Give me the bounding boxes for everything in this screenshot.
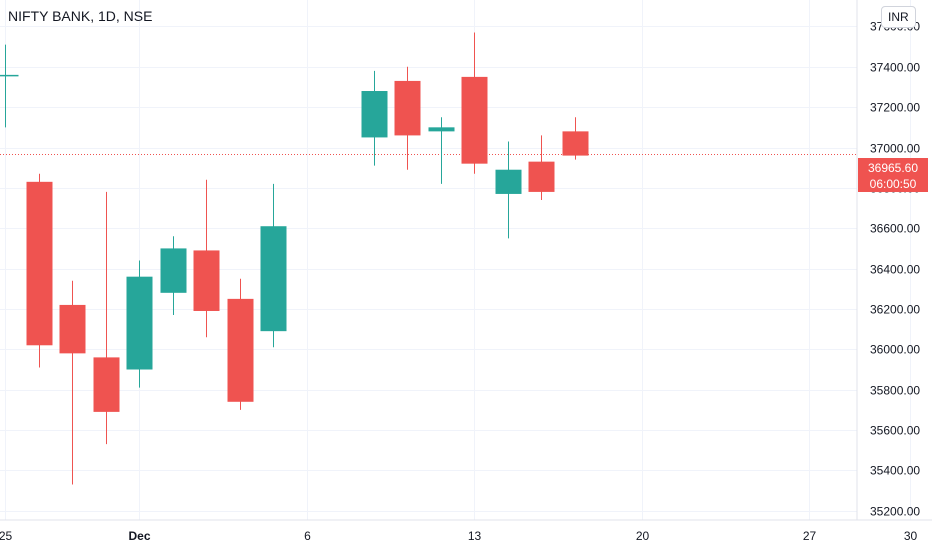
candle-body xyxy=(361,91,388,138)
price-axis-label: 35200.00 xyxy=(870,505,920,519)
candle-body xyxy=(126,276,153,370)
time-axis[interactable]: 25 Dec 6 13 20 27 30 xyxy=(0,529,917,543)
time-axis-label: 6 xyxy=(304,529,311,543)
price-axis[interactable]: 35200.00 35400.00 35600.00 35800.00 36000.00… xyxy=(870,0,920,519)
candle-body xyxy=(0,74,19,77)
candle xyxy=(160,236,187,316)
time-axis-label: Dec xyxy=(128,529,150,543)
candle-body xyxy=(260,226,287,332)
candle xyxy=(361,70,388,166)
candle-body xyxy=(26,181,53,346)
candle-body xyxy=(394,80,421,136)
candle xyxy=(193,179,220,338)
last-price-value: 36965.60 xyxy=(867,161,919,175)
bar-countdown: 06:00:50 xyxy=(869,177,917,191)
price-axis-label: 37000.00 xyxy=(870,142,920,156)
candle-body xyxy=(93,357,120,412)
time-axis-label: 13 xyxy=(468,529,482,543)
candle xyxy=(495,141,522,239)
candle-body xyxy=(59,304,86,354)
candle xyxy=(428,117,455,184)
candle-body xyxy=(193,250,220,311)
candle xyxy=(59,280,86,485)
price-axis-label: 36000.00 xyxy=(870,343,920,357)
time-axis-label: 25 xyxy=(0,529,12,543)
candle xyxy=(26,173,53,368)
candle-body xyxy=(562,131,589,156)
time-axis-label: 20 xyxy=(636,529,650,543)
time-axis-label: 27 xyxy=(803,529,817,543)
price-axis-label: 36200.00 xyxy=(870,303,920,317)
last-price-tag: 36965.60 06:00:50 xyxy=(858,158,928,192)
candle xyxy=(461,32,488,174)
price-axis-label: 35800.00 xyxy=(870,384,920,398)
candle-body xyxy=(528,161,555,192)
candle xyxy=(562,117,589,160)
candle xyxy=(0,44,19,128)
price-axis-label: 35400.00 xyxy=(870,464,920,478)
price-axis-label: 36600.00 xyxy=(870,222,920,236)
candle xyxy=(260,183,287,348)
candle xyxy=(528,135,555,200)
candle xyxy=(126,260,153,388)
price-axis-label: 37200.00 xyxy=(870,101,920,115)
price-axis-label: 37400.00 xyxy=(870,61,920,75)
candle xyxy=(227,278,254,410)
candles xyxy=(0,32,589,485)
candle-body xyxy=(428,127,455,132)
candle-body xyxy=(160,248,187,293)
candle xyxy=(394,66,421,170)
candle xyxy=(93,191,120,445)
currency-button[interactable]: INR xyxy=(881,6,916,28)
price-axis-label: 36400.00 xyxy=(870,263,920,277)
grid xyxy=(0,0,911,520)
candle-body xyxy=(461,76,488,164)
candle-body xyxy=(227,298,254,402)
candle-body xyxy=(495,169,522,194)
symbol-title[interactable]: NIFTY BANK, 1D, NSE xyxy=(8,8,153,24)
price-axis-label: 35600.00 xyxy=(870,424,920,438)
time-axis-label: 30 xyxy=(904,529,918,543)
